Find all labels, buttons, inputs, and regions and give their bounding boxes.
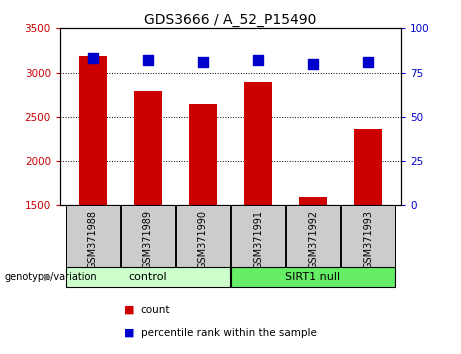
Text: SIRT1 null: SIRT1 null xyxy=(285,272,341,282)
Text: GSM371990: GSM371990 xyxy=(198,210,208,269)
Bar xyxy=(355,129,382,205)
Text: GSM371988: GSM371988 xyxy=(88,210,98,269)
Text: percentile rank within the sample: percentile rank within the sample xyxy=(141,328,317,338)
Text: ▶: ▶ xyxy=(44,272,51,282)
Bar xyxy=(134,91,162,205)
Text: control: control xyxy=(129,272,167,282)
Text: GSM371989: GSM371989 xyxy=(143,210,153,269)
Bar xyxy=(66,205,120,267)
Point xyxy=(364,59,372,65)
Text: GSM371991: GSM371991 xyxy=(253,210,263,269)
Bar xyxy=(121,205,175,267)
Point xyxy=(144,57,152,63)
Text: count: count xyxy=(141,305,170,315)
Bar xyxy=(231,205,285,267)
Bar xyxy=(176,205,230,267)
Point xyxy=(89,56,97,61)
Bar xyxy=(66,267,230,287)
Point xyxy=(199,59,207,65)
Bar xyxy=(286,205,340,267)
Bar xyxy=(299,198,327,205)
Text: GSM371993: GSM371993 xyxy=(363,210,373,269)
Text: ■: ■ xyxy=(124,305,135,315)
Point xyxy=(254,57,262,63)
Bar xyxy=(79,56,106,205)
Bar xyxy=(244,82,272,205)
Bar xyxy=(341,205,395,267)
Text: genotype/variation: genotype/variation xyxy=(5,272,97,282)
Bar xyxy=(231,267,395,287)
Text: GSM371992: GSM371992 xyxy=(308,210,318,269)
Text: ■: ■ xyxy=(124,328,135,338)
Bar xyxy=(189,104,217,205)
Title: GDS3666 / A_52_P15490: GDS3666 / A_52_P15490 xyxy=(144,13,317,27)
Point xyxy=(309,61,317,67)
